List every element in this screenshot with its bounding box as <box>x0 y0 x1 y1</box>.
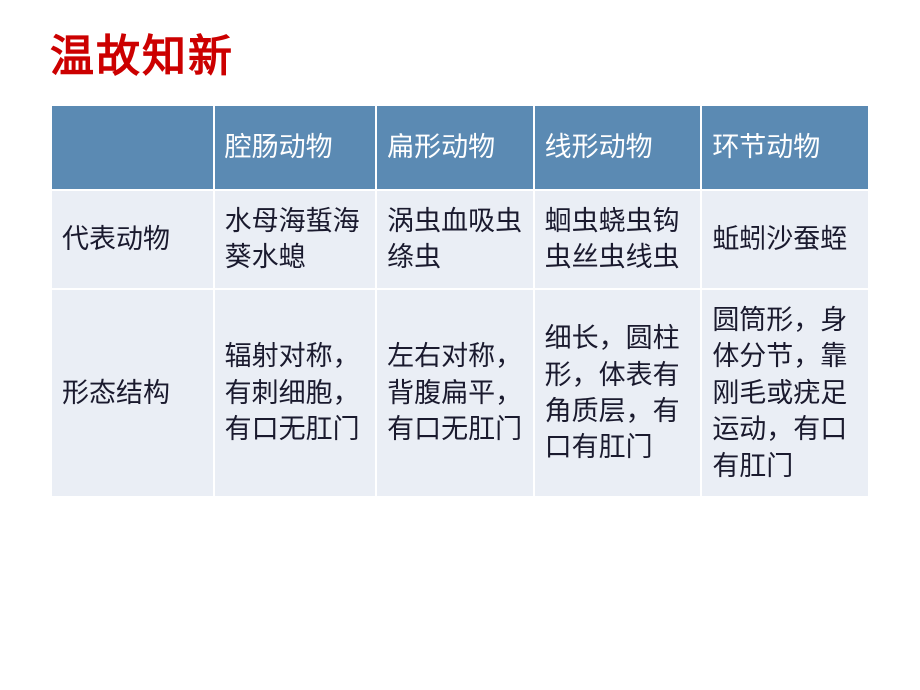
slide-container: 温故知新 腔肠动物 扁形动物 线形动物 环节动物 代表动物 水母海蜇海葵水螅 涡… <box>0 0 920 518</box>
header-cell-3: 线形动物 <box>534 105 702 190</box>
animal-classification-table: 腔肠动物 扁形动物 线形动物 环节动物 代表动物 水母海蜇海葵水螅 涡虫血吸虫绦… <box>50 104 870 498</box>
cell-1-1: 左右对称，背腹扁平，有口无肛门 <box>376 289 534 497</box>
cell-1-3: 圆筒形，身体分节，靠刚毛或疣足运动，有口有肛门 <box>701 289 869 497</box>
cell-0-3: 蚯蚓沙蚕蛭 <box>701 190 869 289</box>
cell-0-1: 涡虫血吸虫绦虫 <box>376 190 534 289</box>
header-cell-2: 扁形动物 <box>376 105 534 190</box>
cell-0-2: 蛔虫蛲虫钩虫丝虫线虫 <box>534 190 702 289</box>
header-cell-4: 环节动物 <box>701 105 869 190</box>
cell-1-2: 细长，圆柱形，体表有角质层，有口有肛门 <box>534 289 702 497</box>
table-row-representatives: 代表动物 水母海蜇海葵水螅 涡虫血吸虫绦虫 蛔虫蛲虫钩虫丝虫线虫 蚯蚓沙蚕蛭 <box>51 190 869 289</box>
cell-0-0: 水母海蜇海葵水螅 <box>214 190 377 289</box>
row-label-0: 代表动物 <box>51 190 214 289</box>
header-cell-1: 腔肠动物 <box>214 105 377 190</box>
header-cell-empty <box>51 105 214 190</box>
table-row-morphology: 形态结构 辐射对称，有刺细胞，有口无肛门 左右对称，背腹扁平，有口无肛门 细长，… <box>51 289 869 497</box>
table-header-row: 腔肠动物 扁形动物 线形动物 环节动物 <box>51 105 869 190</box>
slide-title: 温故知新 <box>50 20 870 84</box>
cell-1-0: 辐射对称，有刺细胞，有口无肛门 <box>214 289 377 497</box>
row-label-1: 形态结构 <box>51 289 214 497</box>
